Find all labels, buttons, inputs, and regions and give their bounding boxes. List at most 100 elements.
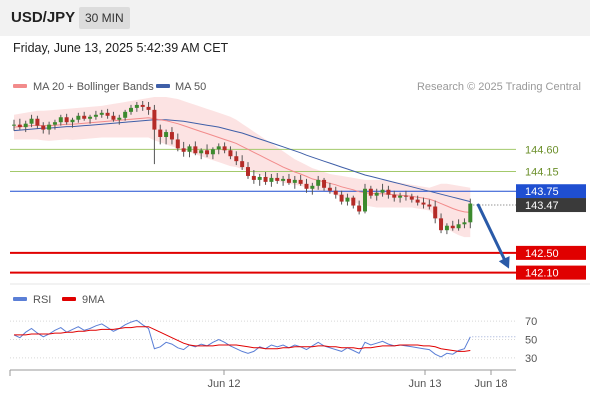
- level-label-143.75: 143.75: [525, 186, 559, 198]
- candle-body: [403, 195, 408, 197]
- x-axis-labels: Jun 12 Jun 13 Jun 18: [207, 370, 508, 390]
- candle-body: [146, 106, 151, 110]
- candle-body: [275, 177, 280, 181]
- candle-body: [392, 194, 397, 198]
- candle-body: [169, 132, 174, 140]
- level-label-142.10: 142.10: [525, 268, 559, 280]
- candle-body: [181, 148, 186, 152]
- candle-body: [70, 119, 75, 123]
- price-levels: 144.60 144.15 143.75 142.50 142.10: [10, 144, 586, 280]
- candle-body: [310, 185, 315, 189]
- rsi-line: [13, 319, 471, 358]
- candle-body: [456, 224, 461, 229]
- timestamp: Friday, June 13, 2025 5:42:39 AM CET: [13, 41, 229, 55]
- candle-body: [123, 111, 128, 118]
- candle-body: [427, 204, 432, 207]
- candle-body: [357, 205, 362, 212]
- header-bar: USD/JPY 30 MIN: [0, 0, 590, 36]
- candle-body: [246, 167, 250, 176]
- candle-body: [105, 112, 110, 116]
- candle-body: [58, 117, 63, 123]
- candle-body: [82, 115, 87, 119]
- last-price-marker: 143.47: [473, 198, 586, 213]
- candle-body: [240, 161, 245, 168]
- rsi-tick-30: 30: [525, 353, 537, 365]
- legend-ma50-label: MA 50: [175, 81, 206, 93]
- timeframe-button[interactable]: 30 MIN: [79, 7, 130, 29]
- candle-body: [433, 206, 438, 219]
- candle-body: [41, 125, 46, 130]
- legend-ma20-swatch: [13, 84, 27, 88]
- candle-body: [462, 222, 467, 225]
- candle-body: [158, 129, 163, 137]
- legend-ma20-label: MA 20 + Bollinger Bands: [33, 81, 154, 93]
- candle-body: [415, 199, 420, 203]
- candle-body: [205, 150, 210, 155]
- symbol-title: USD/JPY: [11, 9, 76, 26]
- candle-body: [439, 218, 444, 231]
- candle-body: [409, 196, 414, 200]
- last-price-label: 143.47: [525, 200, 559, 212]
- candle-body: [52, 122, 57, 125]
- candle-body: [363, 188, 367, 212]
- candle-body: [152, 109, 157, 130]
- candle-body: [23, 123, 28, 128]
- forecast-arrow: [476, 203, 510, 269]
- candle-body: [47, 124, 52, 130]
- candle-body: [269, 177, 274, 182]
- candle-body: [35, 118, 40, 126]
- candle-body: [111, 115, 116, 120]
- candle-body: [234, 156, 239, 162]
- candle-body: [386, 189, 391, 195]
- forecast-arrow-shaft: [476, 203, 507, 263]
- candle-body: [193, 146, 198, 154]
- candle-body: [140, 104, 145, 107]
- candlesticks: [12, 100, 473, 235]
- x-tick-label: Jun 12: [207, 378, 240, 390]
- level-tag-142.50: [516, 245, 586, 260]
- candle-body: [117, 117, 122, 120]
- candle-body: [345, 197, 350, 202]
- candle-body: [368, 188, 373, 196]
- candle-body: [281, 178, 286, 181]
- candle-body: [187, 146, 192, 152]
- candle-body: [421, 202, 426, 205]
- candle-body: [251, 175, 256, 180]
- level-label-144.60: 144.60: [525, 144, 559, 156]
- x-tick-label: Jun 18: [474, 378, 507, 390]
- candle-body: [327, 187, 332, 191]
- level-tag-143.75: [516, 184, 586, 199]
- candle-body: [175, 139, 180, 149]
- candle-body: [450, 225, 455, 229]
- level-label-142.50: 142.50: [525, 248, 559, 260]
- candle-body: [444, 225, 449, 231]
- legend-ma50-swatch: [156, 84, 170, 88]
- candle-body: [351, 197, 356, 206]
- legend-rsi-swatch: [13, 297, 27, 301]
- candle-body: [199, 150, 204, 154]
- candle-body: [468, 203, 473, 223]
- candle-body: [210, 149, 215, 155]
- rsi-panel: 30 50 70: [10, 316, 537, 365]
- candle-body: [12, 124, 16, 126]
- forecast-arrow-head: [498, 256, 510, 269]
- candle-body: [164, 132, 169, 137]
- candle-body: [298, 179, 303, 184]
- legend-rsi-ma-label: 9MA: [82, 294, 105, 306]
- candle-body: [64, 117, 69, 123]
- legend-rsi-label: RSI: [33, 294, 51, 306]
- candle-body: [322, 179, 327, 188]
- candle-body: [76, 115, 81, 120]
- candle-body: [292, 179, 297, 183]
- rsi-tick-70: 70: [525, 316, 537, 328]
- candle-body: [263, 176, 268, 182]
- candle-body: [304, 183, 309, 189]
- candle-body: [129, 107, 133, 112]
- candle-body: [216, 146, 221, 150]
- candle-body: [257, 176, 262, 180]
- candle-body: [134, 104, 139, 108]
- rsi-tick-50: 50: [525, 335, 537, 347]
- candle-body: [339, 194, 344, 202]
- legend-rsi-ma-swatch: [62, 297, 76, 301]
